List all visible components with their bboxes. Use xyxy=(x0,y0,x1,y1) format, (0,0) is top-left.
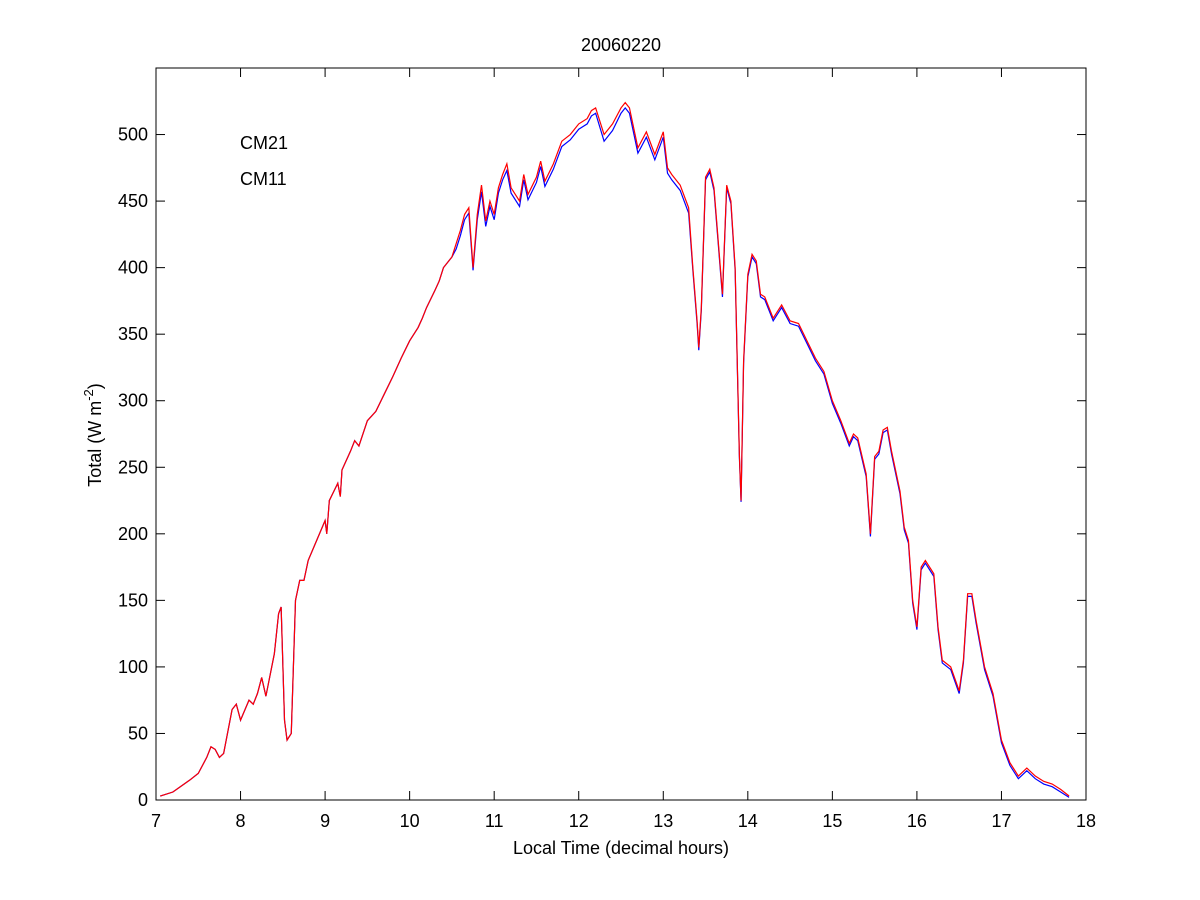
x-tick-label: 8 xyxy=(236,811,246,831)
y-tick-label: 150 xyxy=(118,590,148,610)
y-label-suffix: ) xyxy=(85,383,105,389)
y-tick-label: 50 xyxy=(128,723,148,743)
x-tick-label: 17 xyxy=(991,811,1011,831)
x-tick-label: 9 xyxy=(320,811,330,831)
legend-entry: CM21 xyxy=(240,133,288,153)
x-tick-label: 11 xyxy=(485,811,504,831)
y-tick-label: 350 xyxy=(118,324,148,344)
plot-box xyxy=(155,67,1087,801)
chart-title: 20060220 xyxy=(581,35,661,55)
y-tick-label: 450 xyxy=(118,191,148,211)
x-tick-label: 15 xyxy=(822,811,842,831)
y-tick-label: 300 xyxy=(118,391,148,411)
legend-entry: CM11 xyxy=(240,169,287,189)
x-axis-label: Local Time (decimal hours) xyxy=(513,838,729,858)
y-label-text: Total (W m xyxy=(85,401,105,487)
x-tick-label: 12 xyxy=(569,811,589,831)
y-label-superscript: -2 xyxy=(81,389,96,401)
series-line xyxy=(160,101,1070,797)
x-tick-label: 7 xyxy=(151,811,161,831)
y-tick-label: 0 xyxy=(138,790,148,810)
y-tick-label: 100 xyxy=(118,657,148,677)
x-tick-label: 18 xyxy=(1076,811,1096,831)
y-axis-label: Total (W m-2) xyxy=(81,383,105,487)
y-tick-label: 500 xyxy=(118,125,148,145)
x-tick-label: 13 xyxy=(653,811,673,831)
y-tick-label: 200 xyxy=(118,524,148,544)
y-tick-label: 250 xyxy=(118,457,148,477)
y-tick-label: 400 xyxy=(118,258,148,278)
x-tick-label: 16 xyxy=(907,811,927,831)
x-tick-label: 10 xyxy=(400,811,420,831)
x-tick-label: 14 xyxy=(738,811,758,831)
